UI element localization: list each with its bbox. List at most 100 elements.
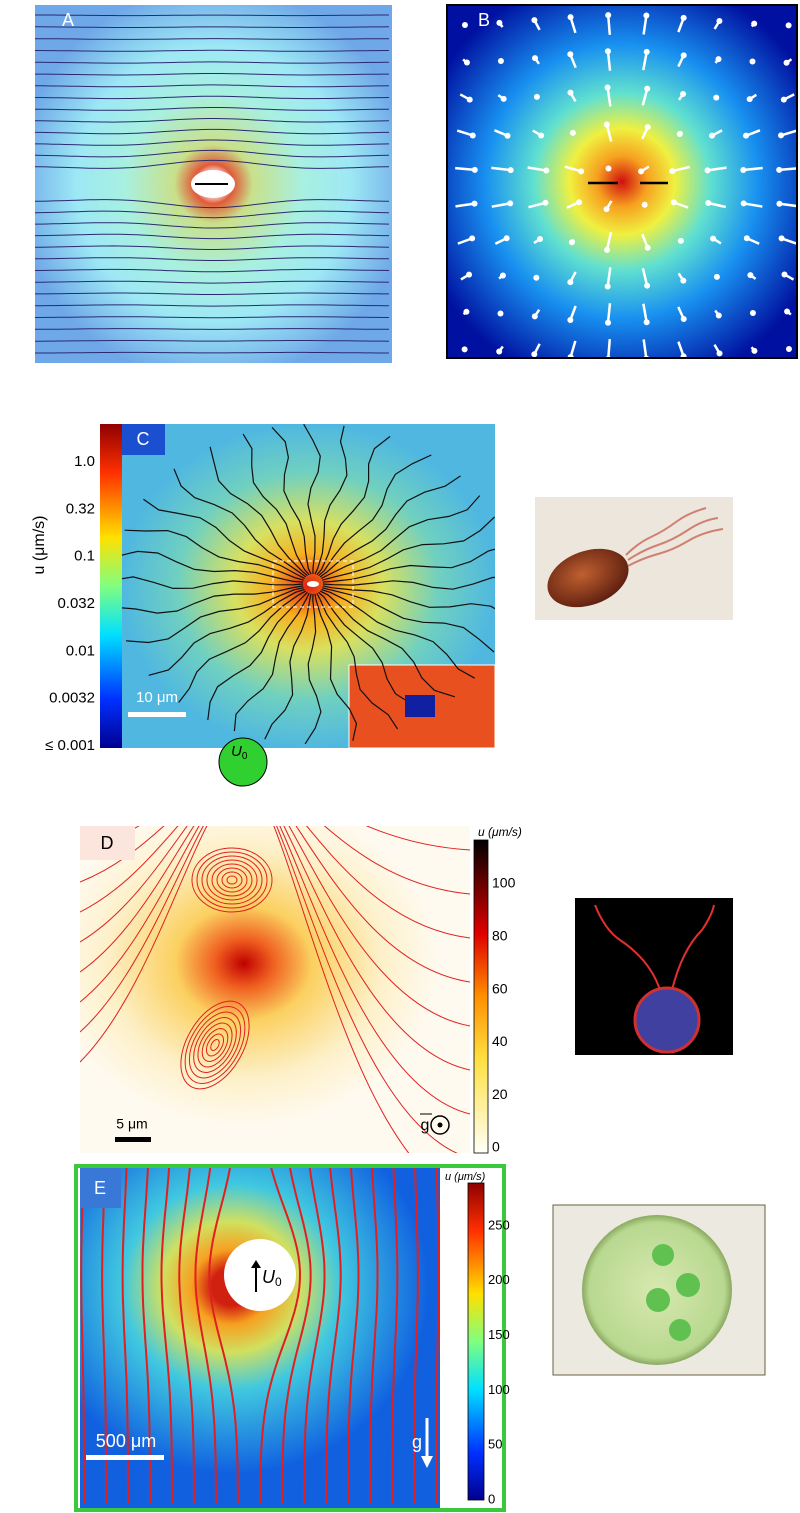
- arrow-head: [605, 12, 611, 18]
- streamline: [35, 352, 389, 353]
- arrow-head: [681, 52, 687, 58]
- colorbar-tick-label: 0.032: [57, 595, 95, 612]
- arrow-head: [604, 247, 610, 253]
- arrow-head: [714, 274, 720, 280]
- streamline: [80, 764, 470, 806]
- arrow-head: [716, 312, 722, 318]
- colorbar-tick-label: 40: [492, 1033, 508, 1049]
- arrow-head: [778, 132, 784, 138]
- flow-field: [80, 826, 470, 1153]
- colorbar-tick-label: 0.32: [66, 500, 95, 517]
- arrow-head: [532, 313, 538, 319]
- arrow-head: [645, 245, 651, 251]
- gravity-label: g: [412, 1432, 422, 1452]
- arrow-head: [470, 132, 476, 138]
- arrow-head: [786, 346, 792, 352]
- streamline: [35, 3, 389, 4]
- arrow-head: [749, 58, 755, 64]
- panel-a: A: [35, 3, 392, 365]
- arrow-head: [776, 201, 782, 207]
- arrow-head: [496, 348, 502, 354]
- colorbar-tick-label: 0.1: [74, 548, 95, 565]
- streamline: [35, 27, 389, 28]
- arrow-head: [642, 202, 648, 208]
- arrow-head: [741, 200, 747, 206]
- arrow-head: [469, 235, 475, 241]
- arrow-head: [776, 167, 782, 173]
- arrow-head: [784, 60, 790, 66]
- panel-label: E: [94, 1178, 106, 1198]
- colorbar-tick-label: 50: [488, 1437, 502, 1452]
- arrow-head: [533, 275, 539, 281]
- arrow-head: [709, 133, 715, 139]
- colorbar-title: u (μm/s): [478, 825, 522, 839]
- colorbar-tick-label: 0: [492, 1139, 500, 1155]
- cell-photo: [575, 898, 733, 1055]
- arrow-head: [644, 49, 650, 55]
- arrow-head: [740, 167, 746, 173]
- daughter-colony: [652, 1244, 674, 1266]
- panel-label: B: [478, 10, 490, 30]
- volvox-photo: [553, 1205, 765, 1375]
- figure: A B u (μm/s) C 10 μm 1.00.320.10.0320.01…: [0, 0, 800, 1513]
- arrow-head: [463, 309, 469, 315]
- gravity-dot: [438, 1123, 443, 1128]
- arrow-head: [751, 21, 757, 27]
- arrow-head: [680, 91, 686, 97]
- arrow-head: [710, 236, 716, 242]
- arrow-head: [716, 56, 722, 62]
- arrow-head: [567, 279, 573, 285]
- arrow-head: [605, 320, 611, 326]
- arrow-head: [462, 346, 468, 352]
- page: Flow fields around swimming microorganis…: [0, 0, 800, 1513]
- colorbar-tick-label: 20: [492, 1086, 508, 1102]
- arrow-head: [500, 272, 506, 278]
- colorbar-tick-label: 250: [488, 1217, 510, 1232]
- daughter-colony: [669, 1319, 691, 1341]
- arrow-head: [743, 133, 749, 139]
- body: A B u (μm/s) C 10 μm 1.00.320.10.0320.01…: [0, 0, 800, 1513]
- colorbar-tick-label: 60: [492, 980, 508, 996]
- arrow-head: [716, 18, 722, 24]
- velocity-subscript: 0: [275, 1275, 282, 1289]
- flow-field: [447, 5, 797, 358]
- arrow-head: [781, 97, 787, 103]
- daughter-colony: [676, 1273, 700, 1297]
- arrow-head: [531, 351, 537, 357]
- arrow-head: [531, 17, 537, 23]
- colorbar-tick-label: 150: [488, 1327, 510, 1342]
- scale-bar-label: 500 μm: [96, 1431, 156, 1451]
- colorbar-tick-label: ≤ 0.001: [45, 737, 95, 754]
- arrow-head: [705, 200, 711, 206]
- colorbar-tick-label: 0.01: [66, 642, 95, 659]
- arrow-head: [644, 319, 650, 325]
- arrow-head: [538, 132, 544, 138]
- arrow-head: [505, 133, 511, 139]
- cell-body: [635, 988, 699, 1052]
- arrow-head: [467, 97, 473, 103]
- arrow-head: [678, 238, 684, 244]
- panel-label: A: [62, 10, 74, 30]
- arrow-head: [681, 15, 687, 21]
- arrow-head: [496, 20, 502, 26]
- cell: [219, 738, 267, 786]
- colorbar-tick-label: 0: [488, 1491, 495, 1506]
- scale-bar: [115, 1137, 151, 1142]
- colorbar-tick-label: 200: [488, 1272, 510, 1287]
- arrow-head: [543, 168, 549, 174]
- colorbar-title: u (μm/s): [31, 516, 48, 575]
- arrow-head: [464, 60, 470, 66]
- arrow-head: [669, 168, 675, 174]
- arrow-head: [570, 130, 576, 136]
- arrow-head: [713, 95, 719, 101]
- arrow-head: [605, 165, 611, 171]
- arrow-head: [604, 122, 610, 128]
- arrow-head: [784, 308, 790, 314]
- arrow-head: [644, 283, 650, 289]
- arrow-head: [671, 199, 677, 205]
- arrow-head: [507, 200, 513, 206]
- cell: [224, 1239, 296, 1311]
- arrow-head: [681, 316, 687, 322]
- panel-c: u (μm/s) C 10 μm 1.00.320.10.0320.010.00…: [31, 424, 513, 754]
- velocity-symbol: U: [231, 743, 242, 760]
